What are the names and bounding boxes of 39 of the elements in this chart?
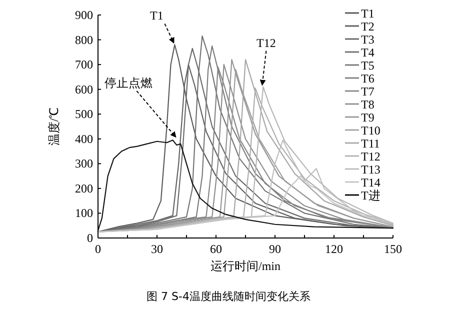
- legend-label: T11: [361, 136, 380, 150]
- y-tick-label: 900: [75, 8, 93, 22]
- legend-label: T5: [361, 58, 374, 72]
- y-tick-label: 100: [75, 206, 93, 220]
- x-tick-label: 120: [325, 242, 343, 256]
- legend-label: T4: [361, 46, 374, 60]
- legend-label: T1: [361, 6, 374, 20]
- y-tick-label: 500: [75, 107, 93, 122]
- caption: 图 7 S-4温度曲线随时间变化关系: [146, 290, 310, 303]
- y-tick-label: 0: [87, 231, 93, 245]
- y-tick-label: 600: [75, 82, 93, 96]
- annotation: T1: [150, 8, 174, 44]
- legend-label: T12: [361, 150, 380, 164]
- annotation: T1: [150, 8, 164, 23]
- annotation: 停止点燃: [104, 76, 176, 138]
- legend-label: T13: [361, 162, 380, 176]
- x-tick-label: 90: [269, 242, 281, 256]
- legend-label: T10: [361, 124, 380, 138]
- y-tick-label: 700: [75, 58, 93, 72]
- legend-label: T3: [361, 32, 374, 46]
- legend-label: T8: [361, 98, 374, 112]
- y-tick-label: 800: [75, 32, 93, 47]
- annotation: T12: [256, 36, 276, 50]
- y-tick-label: 200: [75, 181, 93, 196]
- x-tick-label: 30: [151, 242, 163, 256]
- annotation: T12: [256, 36, 276, 86]
- x-tick-label: 150: [384, 242, 402, 256]
- legend-label: T2: [361, 20, 374, 34]
- legend-label: T7: [361, 84, 374, 98]
- y-tick-label: 400: [75, 132, 93, 146]
- y-tick-label: 300: [75, 156, 93, 171]
- legend-label: T进: [361, 188, 380, 202]
- x-tick-label: 60: [210, 242, 222, 256]
- legend-label: T9: [361, 110, 374, 124]
- y-axis-title: 温度/℃: [47, 107, 61, 146]
- x-axis-title: 运行时间/min: [210, 259, 281, 273]
- legend-label: T6: [361, 72, 374, 86]
- annotation: 停止点燃: [104, 76, 153, 90]
- legend-label: T14: [361, 176, 380, 190]
